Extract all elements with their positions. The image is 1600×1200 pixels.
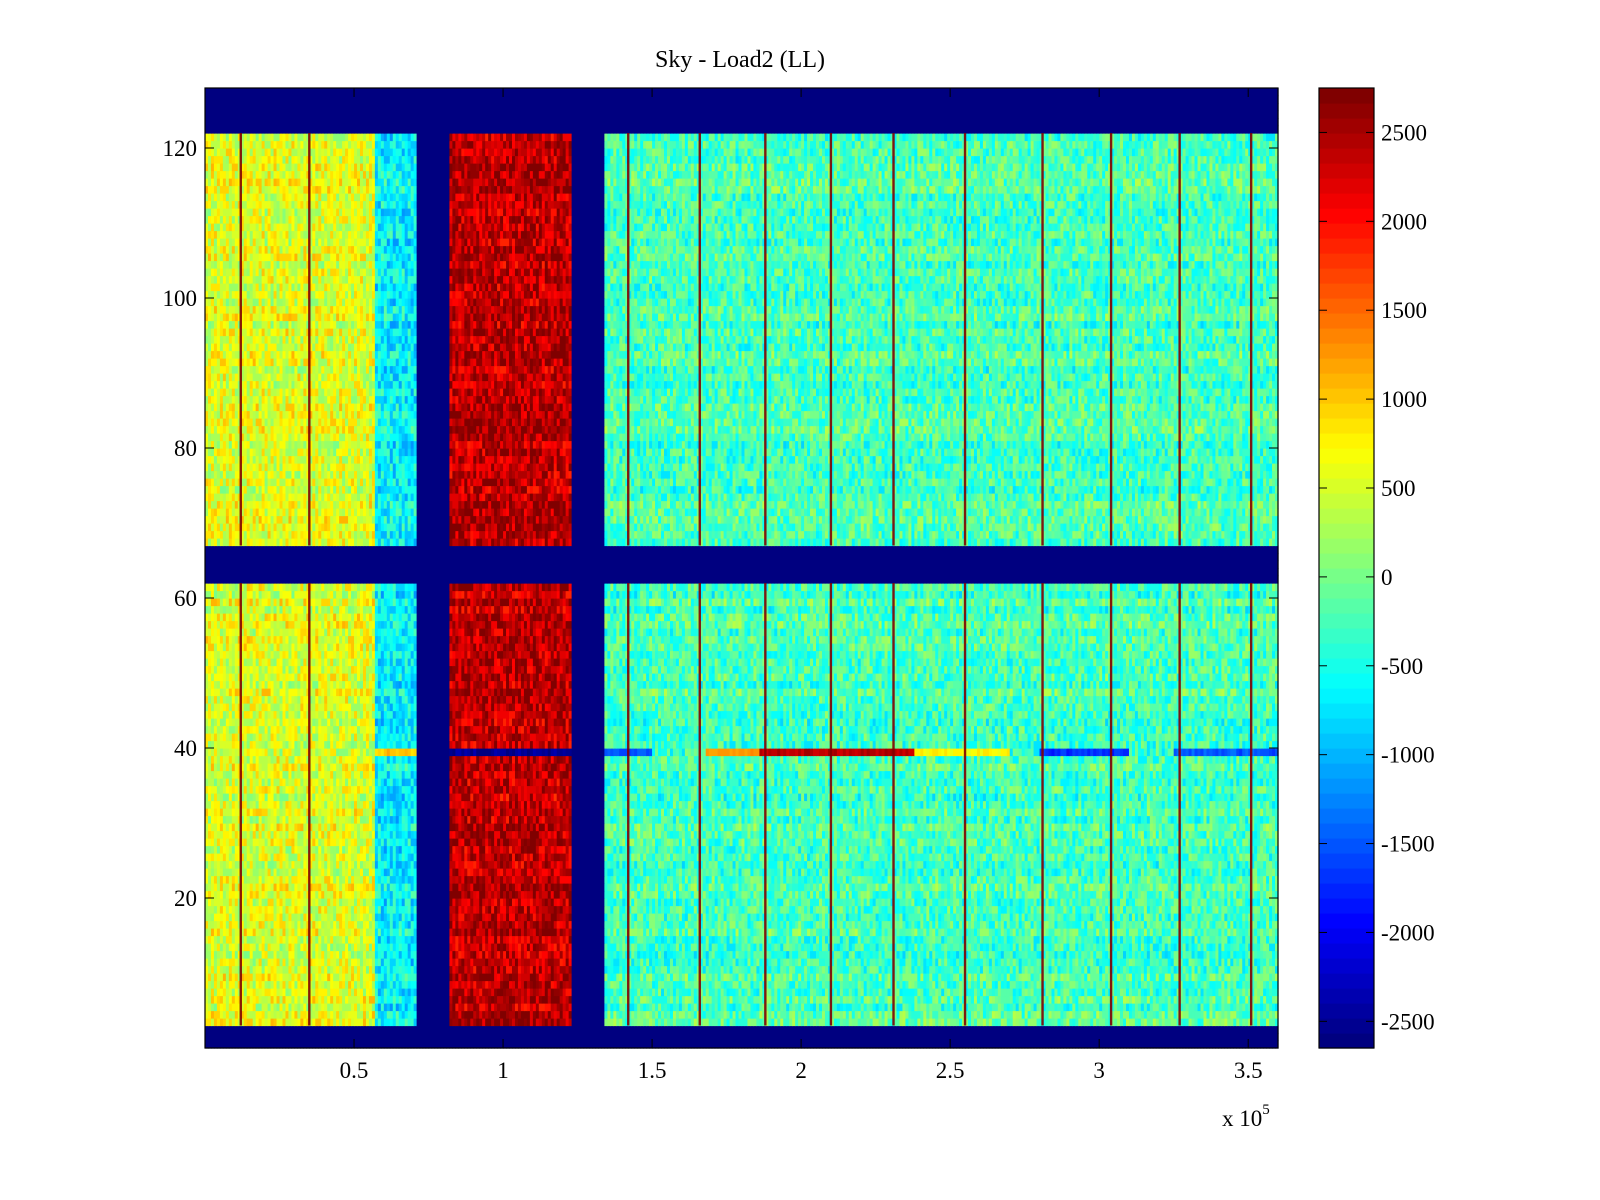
heatmap-image (205, 88, 1279, 1049)
chart-title: Sky - Load2 (LL) (655, 47, 825, 73)
heatmap-figure: Sky - Load2 (LL) 0.5 1 1.5 2 2.5 3 3.5 2040608… (0, 0, 1600, 1200)
